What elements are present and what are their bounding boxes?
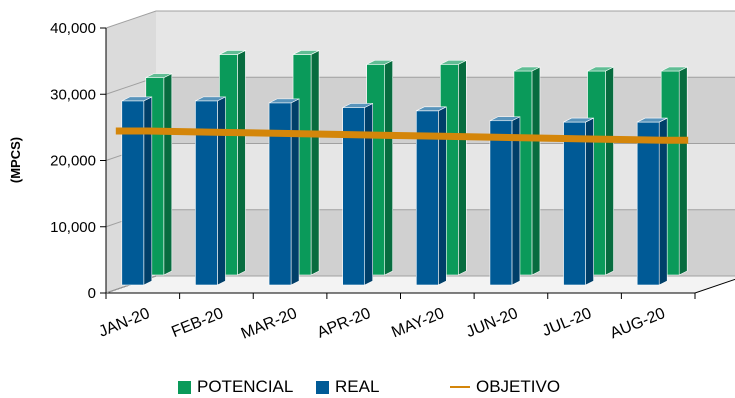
x-tick-label: APR-20 [315, 305, 373, 342]
legend-item-potencial: POTENCIAL [178, 377, 293, 397]
legend-swatch-objetivo [450, 386, 470, 388]
bar-real [563, 117, 594, 286]
legend-label-real: REAL [335, 377, 380, 396]
bar-potencial-side [678, 66, 688, 276]
x-tick-label: JUL-20 [540, 305, 594, 340]
x-axis: JAN-20 FEB-20 MAR-20 APR-20 MAY-20 JUN-20 JUL-… [96, 293, 696, 343]
bar-real [342, 103, 373, 286]
bar-potencial-top [219, 50, 246, 55]
bar-real [489, 116, 521, 286]
bar-real-side [290, 98, 300, 286]
bar-real-top [489, 116, 521, 122]
bar-real-top [268, 98, 300, 104]
y-axis: 0 10,000 20,000 30,000 40,000 [50, 20, 107, 302]
bar-real-top [342, 103, 373, 108]
x-tick-label: FEB-20 [169, 305, 226, 341]
bar-potencial-top [366, 60, 393, 65]
bar-potencial-side [384, 59, 393, 276]
x-tick-label: JAN-20 [96, 305, 152, 341]
bar-potencial-side [163, 73, 173, 276]
bar-real-front [489, 120, 513, 286]
bar-real-top [416, 106, 447, 112]
legend-swatch-real [316, 380, 329, 394]
gridline [105, 10, 735, 29]
bar-real-top [637, 117, 668, 123]
y-tick-label: 20,000 [50, 153, 96, 170]
bar-real-top [563, 117, 594, 123]
x-tick-label: JUN-20 [464, 305, 521, 341]
y-tick-label: 10,000 [50, 219, 96, 236]
bar-potencial-top [145, 73, 172, 78]
bar-real-side [585, 117, 594, 286]
bar-real [121, 96, 153, 286]
bar-real [268, 98, 300, 286]
bar-potencial-top [513, 66, 541, 72]
objetivo-line [115, 127, 689, 144]
legend-item-objetivo: OBJETIVO [450, 377, 560, 397]
bar-real [195, 96, 226, 286]
bar-real-top [195, 96, 226, 102]
y-axis-label: (MPCS) [8, 137, 23, 183]
legend: POTENCIAL REAL OBJETIVO [0, 377, 735, 397]
bar-potencial-side [310, 49, 320, 276]
legend-item-real: REAL [316, 377, 379, 397]
bar-real-front [563, 121, 586, 286]
legend-label-potencial: POTENCIAL [197, 377, 294, 396]
gridline [105, 275, 735, 294]
bar-real-top [121, 96, 152, 102]
y-tick-label: 40,000 [50, 20, 96, 37]
bar-potencial-top [292, 50, 320, 55]
bar-potencial-top [661, 66, 688, 72]
x-tick-label: MAR-20 [239, 305, 300, 343]
bar-real-side [511, 116, 521, 286]
bar-real-front [636, 121, 660, 286]
bar-real [416, 106, 447, 286]
bar-potencial-top [440, 60, 467, 65]
y-tick-label: 30,000 [50, 86, 96, 103]
bar-potencial-side [531, 66, 541, 276]
legend-swatch-potencial [178, 380, 191, 394]
y-tick-label: 0 [88, 285, 96, 302]
objetivo-layer [115, 127, 689, 144]
bar-potencial-side [237, 49, 246, 276]
bar-potencial-top [587, 66, 614, 72]
bar-real-side [217, 96, 226, 286]
bar-potencial-side [458, 59, 467, 276]
x-tick-label: MAY-20 [389, 305, 447, 341]
x-tick-label: AUG-20 [608, 305, 668, 342]
bars-layer [121, 49, 688, 286]
bar-potencial-side [605, 66, 614, 276]
bar-real-side [364, 103, 373, 286]
bar-real-side [143, 96, 153, 286]
legend-label-objetivo: OBJETIVO [476, 377, 561, 396]
bar-real [636, 117, 668, 286]
